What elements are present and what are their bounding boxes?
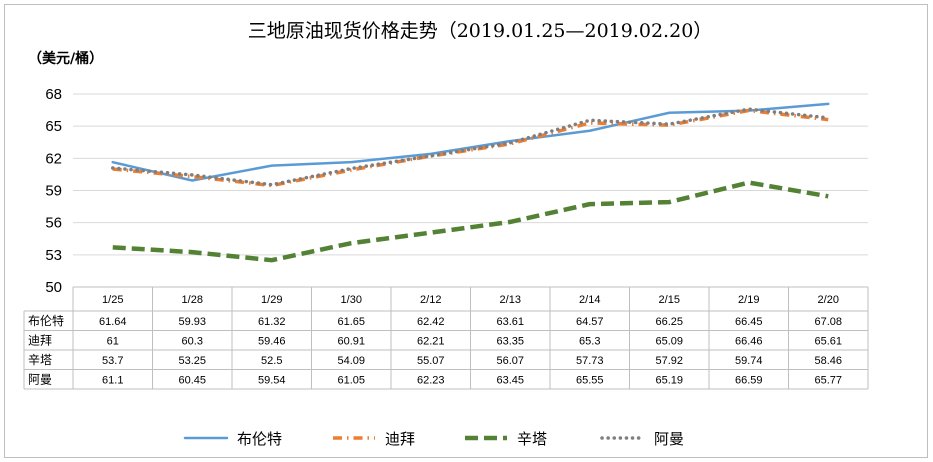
- chart-title: 三地原油现货价格走势（2019.01.25—2019.02.20）: [248, 20, 713, 42]
- table-cell: 62.42: [417, 316, 445, 328]
- y-tick-label-62: 62: [45, 150, 62, 167]
- table-cell: 52.5: [261, 355, 282, 367]
- table-cell: 65.19: [655, 375, 683, 387]
- x-tick-label-1/28: 1/28: [182, 294, 203, 306]
- legend-label-2: 辛塔: [517, 430, 547, 448]
- table-cell: 58.46: [814, 355, 842, 367]
- x-tick-label-2/15: 2/15: [659, 294, 680, 306]
- x-tick-label-2/14: 2/14: [579, 294, 600, 306]
- table-row-name: 布伦特: [28, 313, 64, 328]
- y-tick-label-50: 50: [45, 279, 62, 296]
- table-cell: 61.05: [337, 375, 365, 387]
- table-cell: 61.65: [337, 316, 365, 328]
- table-cell: 63.61: [496, 316, 524, 328]
- table-cell: 61.32: [258, 316, 286, 328]
- table-cell: 66.25: [655, 316, 683, 328]
- table-cell: 53.25: [178, 355, 206, 367]
- x-tick-label-2/19: 2/19: [738, 294, 759, 306]
- x-tick-label-1/29: 1/29: [261, 294, 282, 306]
- x-tick-label-2/12: 2/12: [420, 294, 441, 306]
- y-tick-label-65: 65: [45, 118, 62, 135]
- x-tick-label-1/25: 1/25: [102, 294, 123, 306]
- table-cell: 64.57: [576, 316, 604, 328]
- x-tick-label-2/13: 2/13: [500, 294, 521, 306]
- y-tick-label-53: 53: [45, 247, 62, 264]
- chart-frame: [4, 4, 928, 458]
- table-cell: 55.07: [417, 355, 445, 367]
- table-row-name: 阿曼: [28, 373, 52, 387]
- table-row-name: 迪拜: [28, 334, 52, 348]
- table-cell: 59.54: [258, 375, 286, 387]
- table-cell: 57.73: [576, 355, 604, 367]
- table-cell: 59.74: [735, 355, 763, 367]
- table-cell: 65.61: [814, 336, 842, 348]
- x-tick-label-1/30: 1/30: [341, 294, 362, 306]
- table-cell: 65.3: [579, 336, 600, 348]
- table-cell: 61: [107, 336, 119, 348]
- y-tick-label-56: 56: [45, 215, 62, 232]
- table-cell: 62.23: [417, 375, 445, 387]
- table-cell: 57.92: [655, 355, 683, 367]
- series-line-0: [111, 102, 830, 182]
- y-tick-label-59: 59: [45, 183, 62, 200]
- table-row-name: 辛塔: [28, 353, 52, 367]
- y-axis-label: （美元/桶）: [28, 50, 103, 67]
- x-tick-label-2/20: 2/20: [818, 294, 839, 306]
- table-cell: 65.09: [655, 336, 683, 348]
- y-axis-ticks: 50 53 56 59 62 65 68: [45, 86, 62, 296]
- table-cell: 66.59: [735, 375, 763, 387]
- table-cell: 59.93: [178, 316, 206, 328]
- legend-label-1: 迪拜: [385, 430, 415, 448]
- table-cell: 62.21: [417, 336, 445, 348]
- table-cell: 59.46: [258, 336, 286, 348]
- legend-label-0: 布伦特: [237, 430, 282, 448]
- table-cell: 65.55: [576, 375, 604, 387]
- series-lines: [111, 102, 830, 263]
- data-table: 1/25 1/28 1/29 1/30 2/12 2/13 2/14 2/15 2/19 2/20…: [23, 286, 869, 390]
- table-cell: 54.09: [337, 355, 365, 367]
- table-cell: 61.64: [99, 316, 127, 328]
- table-cell: 56.07: [496, 355, 524, 367]
- table-cell: 53.7: [102, 355, 123, 367]
- table-cell: 63.45: [496, 375, 524, 387]
- table-cell: 65.77: [814, 375, 842, 387]
- series-line-3: [111, 107, 830, 187]
- table-cell: 60.91: [337, 336, 365, 348]
- table-cell: 60.45: [178, 375, 206, 387]
- y-tick-label-68: 68: [45, 86, 62, 103]
- table-cell: 67.08: [814, 316, 842, 328]
- gridlines: [73, 93, 868, 288]
- table-cell: 60.3: [182, 336, 203, 348]
- table-cell: 66.45: [735, 316, 763, 328]
- legend-label-3: 阿曼: [654, 430, 684, 448]
- series-line-2: [112, 180, 829, 263]
- legend: 布伦特 迪拜 辛塔 阿曼: [183, 430, 684, 448]
- table-cell: 61.1: [102, 375, 123, 387]
- table-cell: 63.35: [496, 336, 524, 348]
- table-cell: 66.46: [735, 336, 763, 348]
